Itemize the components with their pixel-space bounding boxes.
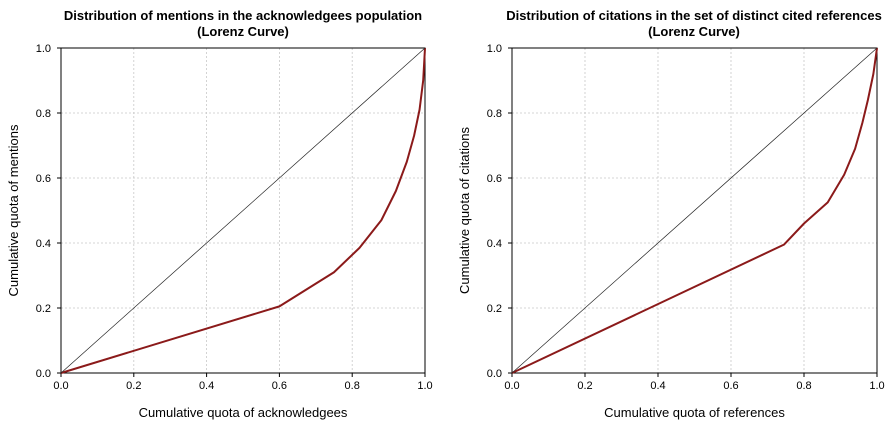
x-tick-label: 0.4	[650, 380, 665, 392]
y-tick-label: 0.2	[36, 303, 51, 315]
lorenz-chart-mentions: Distribution of mentions in the acknowle…	[6, 8, 433, 420]
y-tick-label: 0.2	[487, 303, 502, 315]
plot-frame	[60, 47, 426, 374]
equality-line	[60, 47, 426, 374]
y-tick-label: 0.8	[487, 108, 502, 120]
x-tick-label: 0.6	[723, 380, 738, 392]
y-tick-label: 1.0	[487, 43, 502, 55]
y-axis-label: Cumulative quota of citations	[457, 127, 472, 294]
y-tick-label: 0.0	[36, 368, 51, 380]
plot-frame	[511, 47, 878, 374]
x-tick-label: 1.0	[869, 380, 884, 392]
x-tick-label: 0.8	[345, 380, 360, 392]
x-axis-label: Cumulative quota of references	[604, 405, 785, 420]
chart-subtitle: (Lorenz Curve)	[197, 24, 289, 39]
y-tick-label: 0.4	[487, 238, 502, 250]
x-tick-label: 0.0	[504, 380, 519, 392]
chart-subtitle: (Lorenz Curve)	[648, 24, 740, 39]
x-tick-label: 0.0	[53, 380, 68, 392]
x-axis-label: Cumulative quota of acknowledgees	[139, 405, 348, 420]
x-tick-label: 0.8	[796, 380, 811, 392]
y-tick-label: 1.0	[36, 43, 51, 55]
chart-title: Distribution of citations in the set of …	[506, 8, 882, 23]
lorenz-chart-citations: Distribution of citations in the set of …	[457, 8, 885, 420]
y-axis-label: Cumulative quota of mentions	[6, 124, 21, 296]
x-tick-label: 1.0	[417, 380, 432, 392]
y-tick-label: 0.0	[487, 368, 502, 380]
x-tick-label: 0.4	[199, 380, 214, 392]
y-tick-label: 0.8	[36, 108, 51, 120]
y-tick-label: 0.4	[36, 238, 51, 250]
x-tick-label: 0.6	[272, 380, 287, 392]
equality-line	[511, 47, 878, 374]
lorenz-curve-line	[60, 47, 426, 374]
y-tick-label: 0.6	[36, 173, 51, 185]
chart-title: Distribution of mentions in the acknowle…	[64, 8, 422, 23]
lorenz-curve-line	[511, 47, 878, 374]
x-tick-label: 0.2	[126, 380, 141, 392]
y-tick-label: 0.6	[487, 173, 502, 185]
x-tick-label: 0.2	[577, 380, 592, 392]
